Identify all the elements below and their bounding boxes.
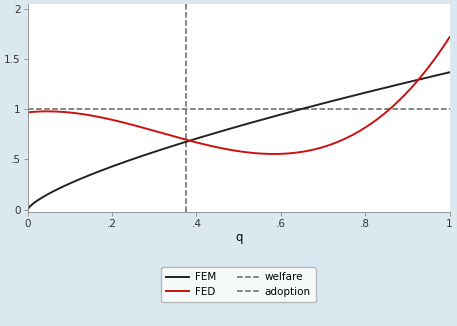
X-axis label: q: q bbox=[235, 231, 242, 244]
Legend: FEM, FED, welfare, adoption: FEM, FED, welfare, adoption bbox=[161, 267, 316, 302]
